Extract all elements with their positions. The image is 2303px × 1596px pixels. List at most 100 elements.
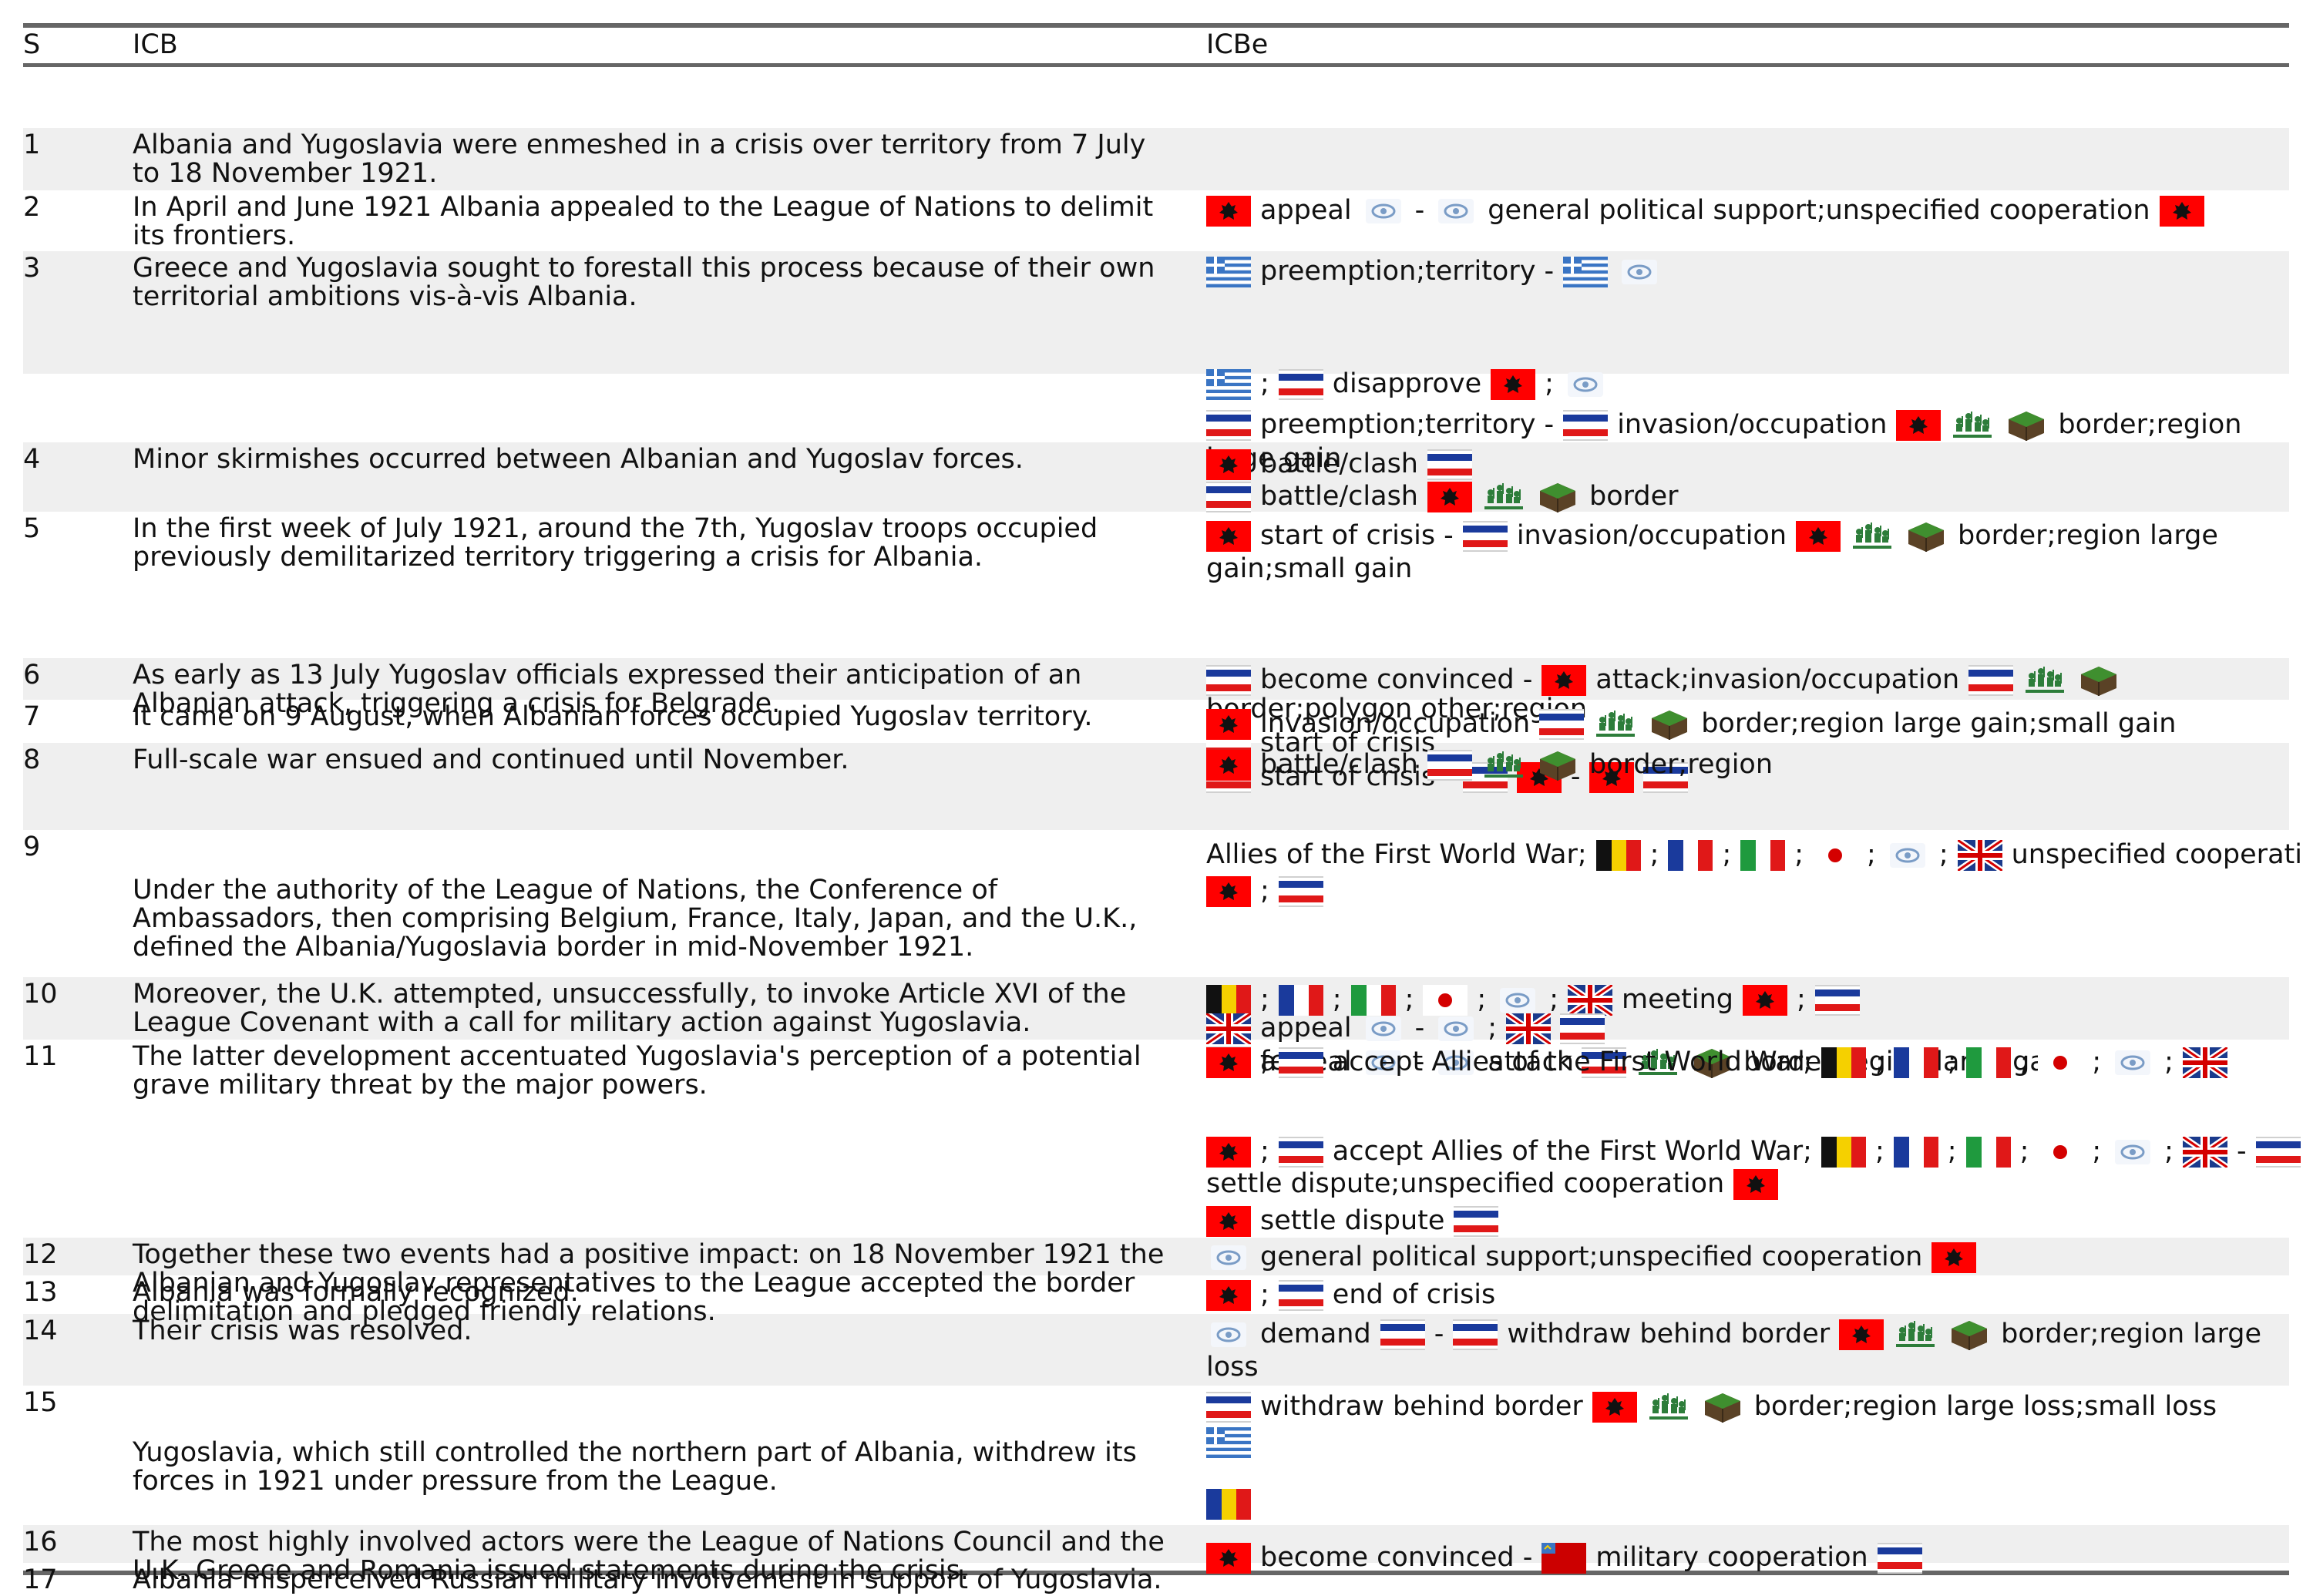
italy-flag-icon <box>1350 985 1396 1016</box>
header-icbe: ICBe <box>1206 29 1269 60</box>
icbe-text: ; <box>2019 1136 2029 1167</box>
albania-flag-icon <box>1733 1169 1779 1200</box>
row-number: 12 <box>23 1239 58 1270</box>
top-rule <box>23 23 2289 28</box>
icb-text-line: Yugoslavia, which still controlled the n… <box>133 1437 1137 1468</box>
troops-icon <box>2022 665 2067 696</box>
icbe-text: border;region <box>2058 409 2242 440</box>
table-row <box>23 442 2289 512</box>
eye-icon <box>1434 1013 1478 1044</box>
icbe-text: ; <box>1488 1013 1498 1043</box>
greece-flag-icon <box>1563 257 1609 287</box>
icbe-text: ; <box>2092 1136 2102 1167</box>
icbe-text: ; <box>1874 1136 1884 1167</box>
albania-flag-icon <box>1839 1319 1884 1350</box>
france-flag-icon <box>1668 840 1713 871</box>
table-row <box>23 977 2289 1040</box>
icbe-text: border;region <box>1589 749 1773 780</box>
albania-flag-icon <box>1206 521 1251 552</box>
icbe-text: ; <box>2092 1047 2102 1077</box>
icb-text-line: Albanian attack, triggering a crisis for… <box>133 688 781 719</box>
table-row <box>23 128 2289 190</box>
icb-text-line: grave military threat by the major power… <box>133 1070 708 1100</box>
icbe-text: start of crisis <box>1260 727 1436 758</box>
icbe-text: accept Allies of the First World War; <box>1332 1047 1812 1077</box>
albania-flag-icon <box>1491 369 1536 400</box>
icbe-text: end of crisis <box>1332 1279 1496 1310</box>
icbe-text: start of crisis - <box>1260 520 1454 551</box>
icbe-text: ; <box>1947 1136 1957 1167</box>
icbe-text: ; <box>2164 1136 2174 1167</box>
icbe-text: ; <box>1938 839 1948 870</box>
albania-flag-icon <box>1541 665 1587 696</box>
troops-icon <box>1893 1319 1938 1350</box>
icbe-text: withdraw behind border <box>1507 1319 1831 1349</box>
yugoslavia-flag-icon <box>1206 410 1251 441</box>
france-flag-icon <box>1893 1137 1938 1168</box>
icbe-text: invasion/occupation <box>1516 520 1787 551</box>
romania-flag-icon <box>1206 1489 1251 1520</box>
row-number: 17 <box>23 1564 58 1595</box>
troops-icon <box>1481 482 1526 512</box>
icbe-text: ; <box>1260 875 1269 906</box>
troops-icon <box>1593 709 1638 740</box>
icbe-text: loss <box>1206 1352 1259 1383</box>
icbe-text: ; <box>1794 839 1804 870</box>
yugoslavia-flag-icon <box>1877 1543 1922 1574</box>
albania-flag-icon <box>1206 1047 1251 1078</box>
yugoslavia-flag-icon <box>1206 665 1251 696</box>
uk-flag-icon <box>1504 1010 1553 1047</box>
icbe-text: preemption;territory - <box>1260 409 1555 440</box>
albania-flag-icon <box>1427 482 1472 512</box>
albania-flag-icon <box>1206 196 1251 227</box>
row-number: 16 <box>23 1527 58 1557</box>
icbe-text: invasion/occupation <box>1260 708 1531 739</box>
icb-text-line: to 18 November 1921. <box>133 158 438 189</box>
icbe-text: unspecified cooperation <box>2011 839 2303 870</box>
albania-flag-icon <box>1206 1137 1251 1168</box>
icbe-text: ; <box>1260 984 1269 1015</box>
icb-text-line: Albania misperceived Russian military in… <box>133 1564 1162 1595</box>
albania-flag-icon <box>1896 410 1942 441</box>
icbe-text: ; <box>2164 1047 2174 1077</box>
icbe-text: Allies of the First World War; <box>1206 839 1587 870</box>
yugoslavia-flag-icon <box>1278 1280 1323 1311</box>
icbe-text: gain;small gain <box>1206 553 1413 584</box>
icb-text-line: Minor skirmishes occurred between Albani… <box>133 444 1024 475</box>
icbe-text: ; <box>2019 1047 2029 1077</box>
yugoslavia-flag-icon <box>1453 1319 1498 1350</box>
greece-flag-icon <box>1206 369 1251 400</box>
icbe-text: - <box>1414 1047 1425 1077</box>
icbe-text: border;region large loss;small loss <box>1753 1391 2217 1422</box>
icbe-text: ; <box>1722 839 1732 870</box>
france-flag-icon <box>1278 985 1323 1016</box>
icbe-text: - <box>1414 195 1425 226</box>
icbe-text: military cooperation <box>1595 1542 1868 1573</box>
troops-icon <box>1646 1392 1691 1423</box>
icb-text-line: As early as 13 July Yugoslav officials e… <box>133 660 1082 690</box>
yugoslavia-flag-icon <box>1539 709 1585 740</box>
yugoslavia-flag-icon <box>1643 762 1689 793</box>
header-s: S <box>23 29 41 60</box>
row-number: 5 <box>23 513 41 544</box>
icbe-text: - <box>1434 1319 1444 1349</box>
row-number: 11 <box>23 1041 58 1072</box>
icb-text-line: Their crisis was resolved. <box>133 1315 472 1346</box>
icbe-text: settle dispute <box>1260 1205 1445 1236</box>
table-row <box>23 743 2289 830</box>
albania-flag-icon <box>1206 876 1251 907</box>
icbe-text: - <box>1414 1013 1425 1043</box>
uk-flag-icon <box>1955 837 2004 874</box>
yugoslavia-flag-icon <box>2255 1137 2301 1168</box>
icbe-text: border;region large gain;small gain <box>1701 708 2177 739</box>
icb-text-line: its frontiers. <box>133 220 296 251</box>
eye-icon <box>1206 1319 1251 1350</box>
icb-text-line: territorial ambitions vis-à-vis Albania. <box>133 281 637 312</box>
table-row <box>23 658 2289 700</box>
icb-text-line: Greece and Yugoslavia sought to forestal… <box>133 253 1155 284</box>
icb-text-line: Full-scale war ensued and continued unti… <box>133 744 849 775</box>
yugoslavia-flag-icon <box>1560 1013 1605 1044</box>
eye-icon <box>1361 196 1406 227</box>
yugoslavia-flag-icon <box>1462 521 1508 552</box>
